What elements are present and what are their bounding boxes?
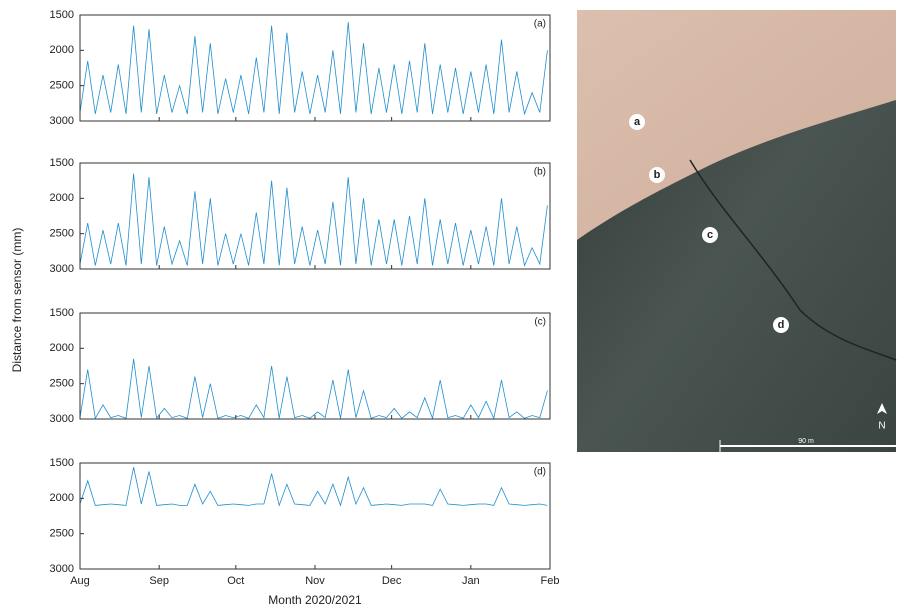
x-tick-label: Jan (462, 575, 480, 587)
x-tick-label: Sep (149, 575, 169, 587)
panel-label: (b) (534, 167, 546, 178)
y-tick-label: 2000 (50, 342, 74, 354)
aerial-image: 90 m N a b c d (577, 10, 897, 452)
site-marker (649, 167, 665, 183)
series-line (79, 467, 548, 507)
y-axis-title: Distance from sensor (mm) (10, 228, 24, 373)
site-marker (773, 317, 789, 333)
y-tick-label: 1500 (50, 157, 74, 169)
x-axis-title: Month 2020/2021 (268, 593, 362, 607)
north-label: N (878, 421, 885, 432)
series-line (79, 358, 548, 420)
site-marker (629, 114, 645, 130)
y-tick-label: 2000 (50, 192, 74, 204)
scale-label: 90 m (798, 438, 814, 445)
x-tick-label: Feb (541, 575, 560, 587)
panel-label: (a) (534, 19, 546, 30)
y-tick-label: 2500 (50, 528, 74, 540)
y-tick-label: 1500 (50, 307, 74, 319)
x-tick-label: Oct (227, 575, 244, 587)
y-tick-label: 2000 (50, 492, 74, 504)
plot-frame (79, 312, 551, 420)
y-tick-label: 2000 (50, 44, 74, 56)
y-tick-label: 3000 (50, 263, 74, 275)
panel-label: (c) (534, 317, 546, 328)
plot-frame (79, 162, 551, 270)
y-tick-label: 2500 (50, 228, 74, 240)
site-label: d (778, 319, 785, 331)
track (689, 159, 897, 361)
panel-label: (d) (534, 467, 546, 478)
x-tick-label: Dec (382, 575, 402, 587)
north-arrow (877, 403, 887, 414)
site-marker (702, 227, 718, 243)
y-tick-label: 2500 (50, 378, 74, 390)
x-tick-label: Nov (305, 575, 325, 587)
site-label: b (654, 169, 661, 181)
y-tick-label: 3000 (50, 563, 74, 575)
site-label: a (634, 116, 641, 128)
y-tick-label: 2500 (50, 80, 74, 92)
y-tick-label: 1500 (50, 457, 74, 469)
y-tick-label: 3000 (50, 115, 74, 127)
x-tick-label: Aug (70, 575, 90, 587)
y-tick-label: 1500 (50, 9, 74, 21)
y-tick-label: 3000 (50, 413, 74, 425)
site-label: c (707, 229, 713, 241)
series-line (79, 173, 548, 267)
series-line (79, 22, 548, 116)
